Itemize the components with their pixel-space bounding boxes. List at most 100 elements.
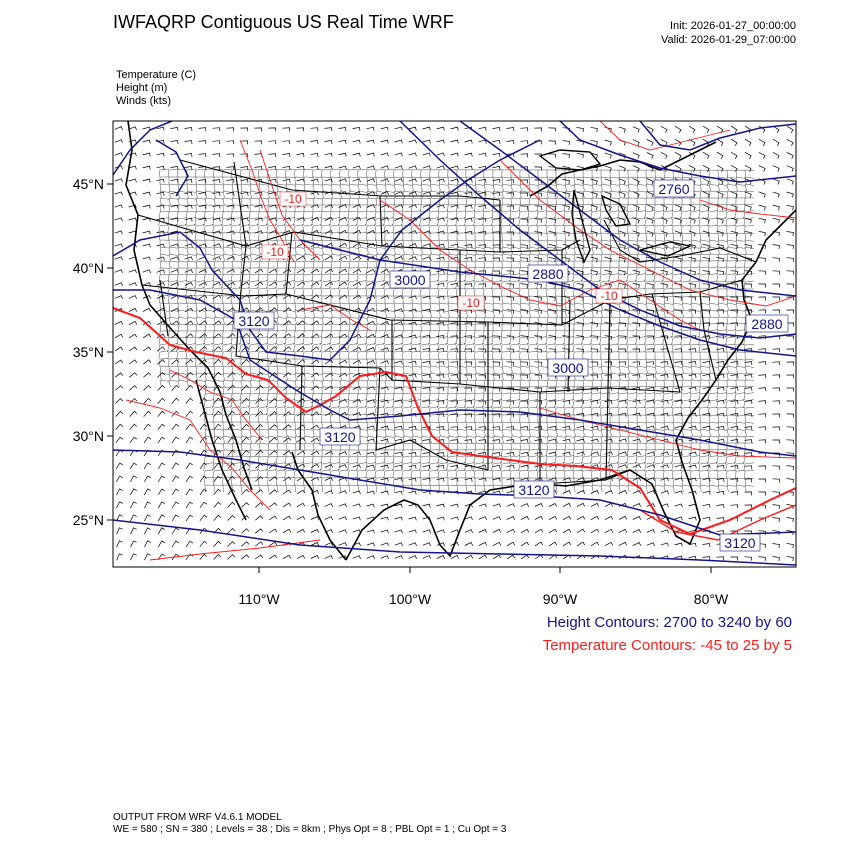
wind-barb	[142, 243, 151, 248]
county-grid	[158, 168, 755, 493]
wind-barb	[268, 554, 278, 560]
county-line	[465, 246, 476, 255]
county-line	[582, 246, 593, 255]
county-line	[528, 190, 539, 199]
wind-barb	[492, 152, 501, 157]
county-line	[258, 477, 269, 486]
wind-barb	[464, 230, 473, 235]
county-line	[744, 372, 755, 381]
wind-barb	[199, 333, 208, 339]
wind-barb	[380, 490, 389, 495]
county-line	[194, 336, 206, 346]
county-line	[384, 379, 395, 388]
county-line	[303, 183, 314, 192]
wind-barb	[394, 542, 403, 547]
wind-barb	[408, 295, 417, 300]
county-line	[249, 295, 260, 304]
wind-barb	[744, 204, 752, 211]
wind-barb	[296, 255, 306, 261]
county-line	[473, 406, 485, 416]
county-line	[213, 204, 224, 213]
wind-barb	[128, 152, 137, 157]
wind-barb	[227, 346, 236, 352]
county-line	[717, 358, 728, 367]
county-line	[456, 253, 467, 262]
county-line	[213, 477, 224, 486]
wind-barb	[520, 477, 529, 482]
wind-barb	[255, 398, 264, 404]
county-line	[536, 336, 548, 346]
county-line	[591, 246, 602, 255]
county-line	[627, 260, 637, 268]
county-line	[411, 232, 422, 241]
county-line	[545, 343, 557, 353]
county-line	[447, 477, 458, 486]
county-line	[437, 462, 449, 472]
wind-barb	[226, 204, 235, 209]
wind-barb	[604, 451, 613, 456]
county-line	[654, 169, 665, 178]
county-line	[492, 309, 503, 318]
county-line	[429, 190, 440, 199]
county-line	[374, 343, 386, 353]
county-line	[177, 260, 188, 269]
wind-barb	[716, 151, 724, 159]
wind-barb	[241, 384, 250, 391]
county-line	[357, 302, 368, 311]
county-line	[366, 246, 377, 255]
county-line	[510, 442, 521, 451]
wind-barb	[282, 140, 291, 145]
wind-barb	[241, 358, 250, 365]
county-line	[608, 336, 620, 346]
county-line	[644, 343, 656, 353]
county-line	[708, 183, 719, 192]
county-line	[672, 253, 683, 262]
wind-barb	[702, 503, 711, 508]
wind-barb	[674, 490, 683, 495]
county-line	[617, 280, 629, 290]
county-line	[707, 273, 719, 283]
county-line	[222, 316, 233, 325]
county-line	[708, 470, 719, 479]
wind-barb	[156, 269, 165, 274]
wind-barb	[646, 230, 654, 237]
county-line	[348, 484, 359, 493]
wind-barb	[744, 244, 752, 250]
wind-barb	[241, 346, 250, 352]
county-line	[276, 323, 287, 332]
wind-barb	[338, 152, 347, 157]
county-line	[447, 288, 458, 297]
county-line	[591, 190, 602, 199]
county-line	[555, 169, 565, 177]
county-line	[717, 414, 728, 423]
county-line	[636, 470, 647, 479]
wind-barb	[478, 400, 486, 405]
model-footer-line1: OUTPUT FROM WRF V4.6.1 MODEL	[113, 812, 282, 823]
county-line	[438, 358, 449, 367]
wind-barb	[646, 152, 654, 159]
county-line	[159, 260, 170, 269]
county-line	[681, 414, 692, 423]
county-line	[330, 365, 341, 374]
county-line	[411, 253, 422, 262]
county-line	[231, 190, 242, 199]
county-line	[609, 379, 620, 388]
county-line	[582, 470, 593, 479]
county-line	[501, 316, 512, 325]
county-line	[447, 435, 458, 444]
wind-barb	[786, 165, 794, 172]
county-line	[483, 260, 494, 269]
county-line	[482, 217, 494, 227]
wind-barb	[422, 191, 431, 196]
county-line	[716, 455, 728, 465]
county-line	[600, 372, 611, 381]
county-line	[725, 455, 737, 465]
wind-barb	[143, 410, 152, 417]
wind-barb	[492, 139, 501, 144]
wind-barb	[129, 436, 138, 444]
wind-barb	[114, 230, 123, 235]
county-line	[428, 287, 440, 297]
wind-barb	[520, 541, 530, 547]
wind-barb	[506, 413, 515, 418]
county-line	[159, 211, 170, 220]
